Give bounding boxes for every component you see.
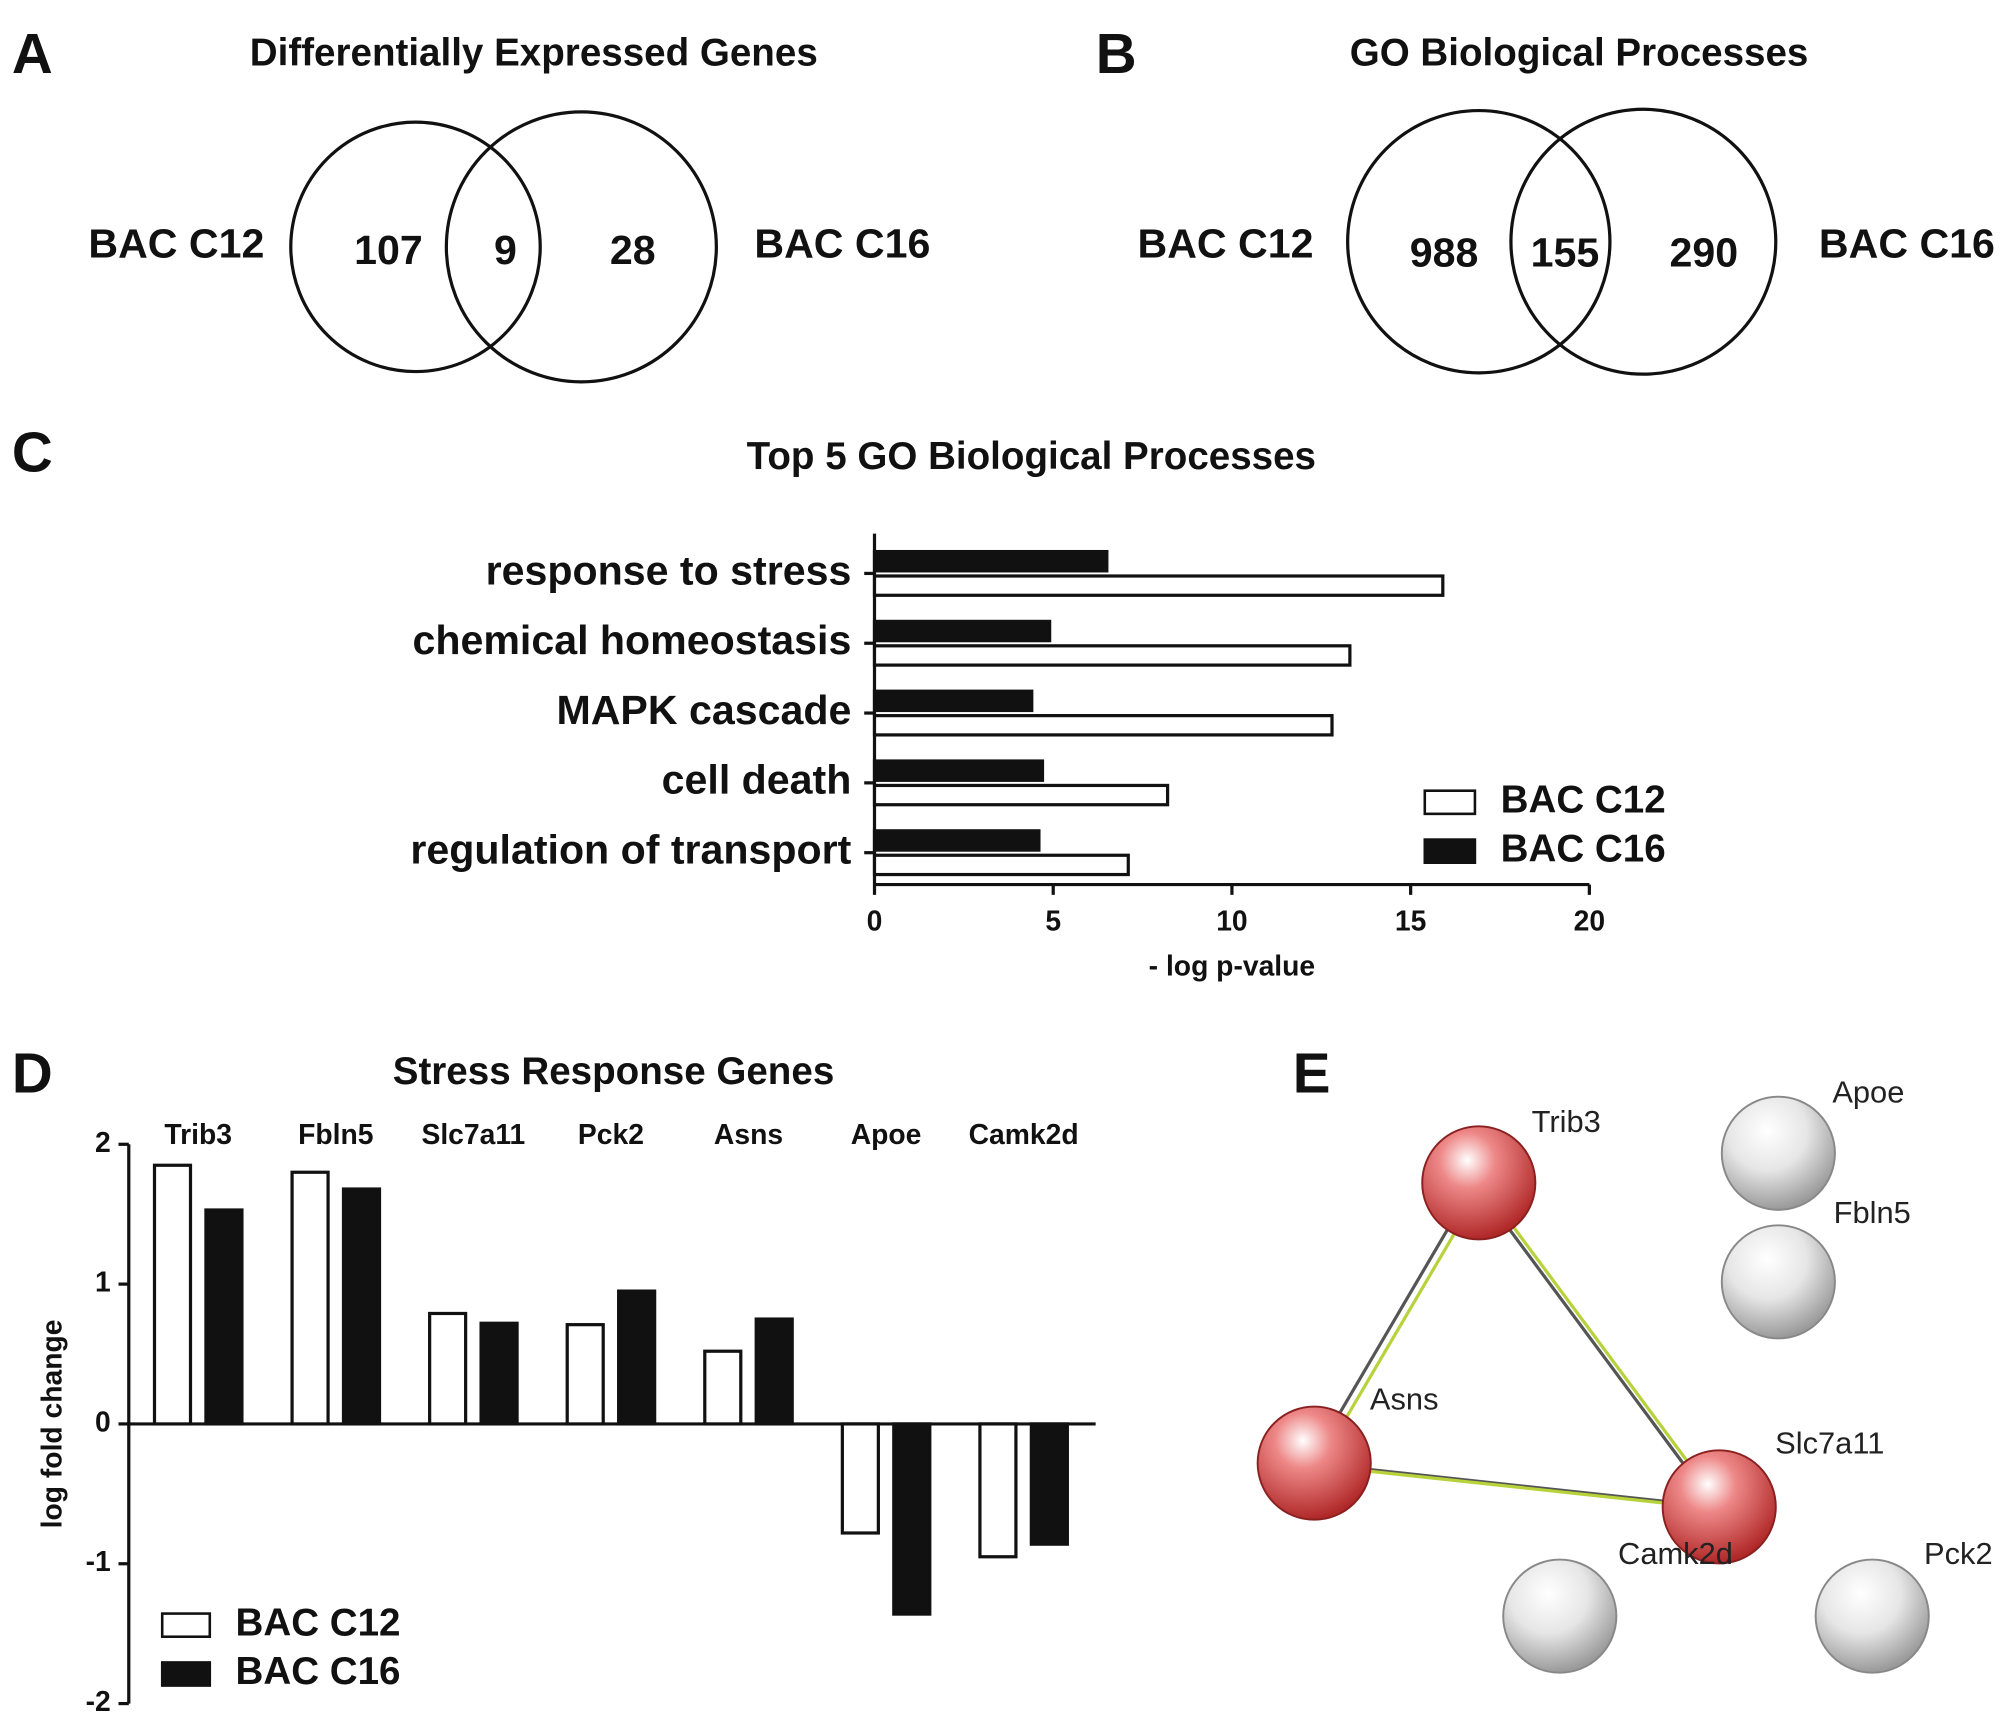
node-label: Asns xyxy=(1370,1382,1439,1417)
venn-circle xyxy=(444,110,718,384)
node xyxy=(1661,1449,1777,1565)
bar xyxy=(892,1422,932,1616)
venn-count: 9 xyxy=(494,227,517,273)
panel-label: D xyxy=(12,1041,53,1104)
edge xyxy=(1481,1184,1725,1511)
y-tick-label: response to stress xyxy=(486,547,852,593)
bar xyxy=(872,829,1041,852)
panel-title: Stress Response Genes xyxy=(393,1050,835,1093)
bar xyxy=(978,1422,1018,1559)
node-label: Apoe xyxy=(1832,1074,1904,1109)
set-label: BAC C12 xyxy=(1138,221,1314,267)
x-tick-label: 10 xyxy=(1216,905,1247,937)
category-label: Pck2 xyxy=(578,1118,644,1150)
category-label: Slc7a11 xyxy=(421,1118,525,1150)
panel-label: B xyxy=(1096,22,1137,85)
y-tick-label: regulation of transport xyxy=(410,827,851,873)
y-tick-label: MAPK cascade xyxy=(556,687,851,733)
edge xyxy=(1473,1181,1717,1508)
bar xyxy=(872,619,1052,643)
x-tick-label: 20 xyxy=(1574,905,1605,937)
node xyxy=(1502,1558,1618,1674)
venn-count: 155 xyxy=(1531,230,1600,276)
bar xyxy=(290,1170,330,1426)
bar xyxy=(872,574,1445,597)
y-tick-label: 1 xyxy=(95,1266,111,1298)
bar xyxy=(703,1349,743,1426)
node-label: Pck2 xyxy=(1924,1536,1993,1571)
edge xyxy=(1310,1461,1716,1509)
venn-count: 107 xyxy=(354,227,423,273)
node xyxy=(1814,1558,1930,1674)
category-label: Trib3 xyxy=(164,1118,232,1150)
edge xyxy=(1317,1464,1724,1512)
bar xyxy=(872,714,1334,737)
node-label: Slc7a11 xyxy=(1775,1425,1884,1460)
y-tick-label: 2 xyxy=(95,1126,111,1158)
panel-label: C xyxy=(12,420,53,483)
venn-circle xyxy=(1346,108,1612,375)
bar xyxy=(754,1317,794,1426)
category-label: Fbln5 xyxy=(298,1118,373,1150)
y-tick-label: -1 xyxy=(86,1545,111,1577)
legend-label: BAC C16 xyxy=(236,1650,401,1693)
panel-label: E xyxy=(1293,1041,1331,1104)
y-tick-label: chemical homeostasis xyxy=(412,617,851,663)
venn-count: 290 xyxy=(1669,230,1738,276)
node-label: Fbln5 xyxy=(1834,1195,1911,1230)
legend-swatch xyxy=(1423,789,1477,816)
category-label: Camk2d xyxy=(969,1118,1079,1150)
y-tick-label: -2 xyxy=(86,1685,111,1717)
bar xyxy=(872,689,1034,713)
bar xyxy=(617,1289,657,1426)
bar xyxy=(872,853,1130,877)
venn-count: 28 xyxy=(610,227,656,273)
bar xyxy=(872,783,1170,807)
legend-label: BAC C16 xyxy=(1501,827,1666,870)
bar xyxy=(1029,1422,1069,1546)
category-label: Apoe xyxy=(851,1118,922,1150)
set-label: BAC C16 xyxy=(754,221,930,267)
bar xyxy=(872,549,1109,573)
bar xyxy=(872,759,1045,782)
bar xyxy=(152,1163,193,1426)
node-label: Camk2d xyxy=(1618,1536,1733,1571)
venn-circle xyxy=(1509,107,1778,376)
panel-title: GO Biological Processes xyxy=(1350,31,1809,74)
set-label: BAC C12 xyxy=(88,221,264,267)
legend-swatch xyxy=(1423,838,1477,865)
legend-label: BAC C12 xyxy=(1501,778,1666,821)
category-label: Asns xyxy=(714,1118,783,1150)
bar xyxy=(428,1311,468,1426)
y-tick-label: cell death xyxy=(662,757,852,803)
bar xyxy=(872,644,1352,667)
x-axis-label: - log p-value xyxy=(1149,950,1315,982)
venn-circle xyxy=(289,120,542,374)
node xyxy=(1421,1125,1537,1241)
panel-title: Top 5 GO Biological Processes xyxy=(747,435,1316,478)
node-label: Trib3 xyxy=(1532,1104,1601,1139)
panel-title: Differentially Expressed Genes xyxy=(250,31,818,74)
bar xyxy=(341,1187,382,1426)
bar xyxy=(565,1323,605,1426)
node xyxy=(1720,1095,1836,1211)
legend-swatch xyxy=(160,1661,212,1687)
panel-label: A xyxy=(12,22,53,85)
x-tick-label: 5 xyxy=(1045,905,1061,937)
bar xyxy=(840,1422,880,1535)
legend-label: BAC C12 xyxy=(236,1601,401,1644)
bar xyxy=(479,1321,519,1426)
legend-swatch xyxy=(160,1612,212,1639)
y-axis-label: log fold change xyxy=(36,1319,68,1528)
y-tick-label: 0 xyxy=(95,1405,111,1437)
node xyxy=(1720,1224,1836,1340)
x-tick-label: 15 xyxy=(1395,905,1426,937)
node xyxy=(1256,1405,1372,1521)
venn-count: 988 xyxy=(1410,230,1479,276)
bar xyxy=(204,1208,244,1426)
set-label: BAC C16 xyxy=(1819,221,1995,267)
x-tick-label: 0 xyxy=(867,905,883,937)
